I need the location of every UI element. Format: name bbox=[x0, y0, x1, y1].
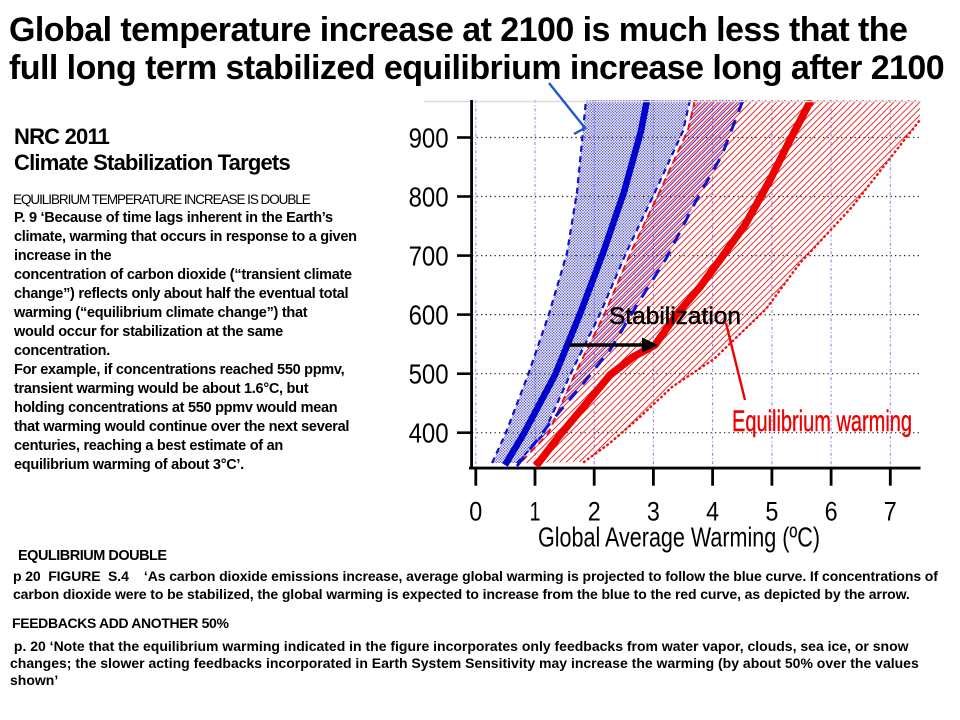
svg-text:6: 6 bbox=[825, 497, 838, 527]
svg-text:400: 400 bbox=[409, 418, 449, 449]
svg-text:500: 500 bbox=[409, 359, 449, 390]
svg-text:800: 800 bbox=[409, 182, 449, 213]
svg-text:0: 0 bbox=[469, 497, 482, 527]
svg-text:2: 2 bbox=[588, 497, 601, 527]
svg-text:900: 900 bbox=[409, 123, 449, 154]
svg-text:5: 5 bbox=[765, 497, 778, 527]
svg-text:600: 600 bbox=[409, 300, 449, 331]
svg-text:Stabilization: Stabilization bbox=[609, 303, 741, 330]
svg-text:Equilibrium warming: Equilibrium warming bbox=[732, 405, 912, 438]
svg-text:700: 700 bbox=[409, 241, 449, 272]
svg-text:Global Average Warming (ºC): Global Average Warming (ºC) bbox=[538, 522, 820, 553]
svg-text:7: 7 bbox=[884, 497, 897, 527]
svg-text:4: 4 bbox=[706, 497, 719, 527]
svg-text:1: 1 bbox=[530, 497, 541, 527]
svg-text:3: 3 bbox=[647, 497, 660, 527]
